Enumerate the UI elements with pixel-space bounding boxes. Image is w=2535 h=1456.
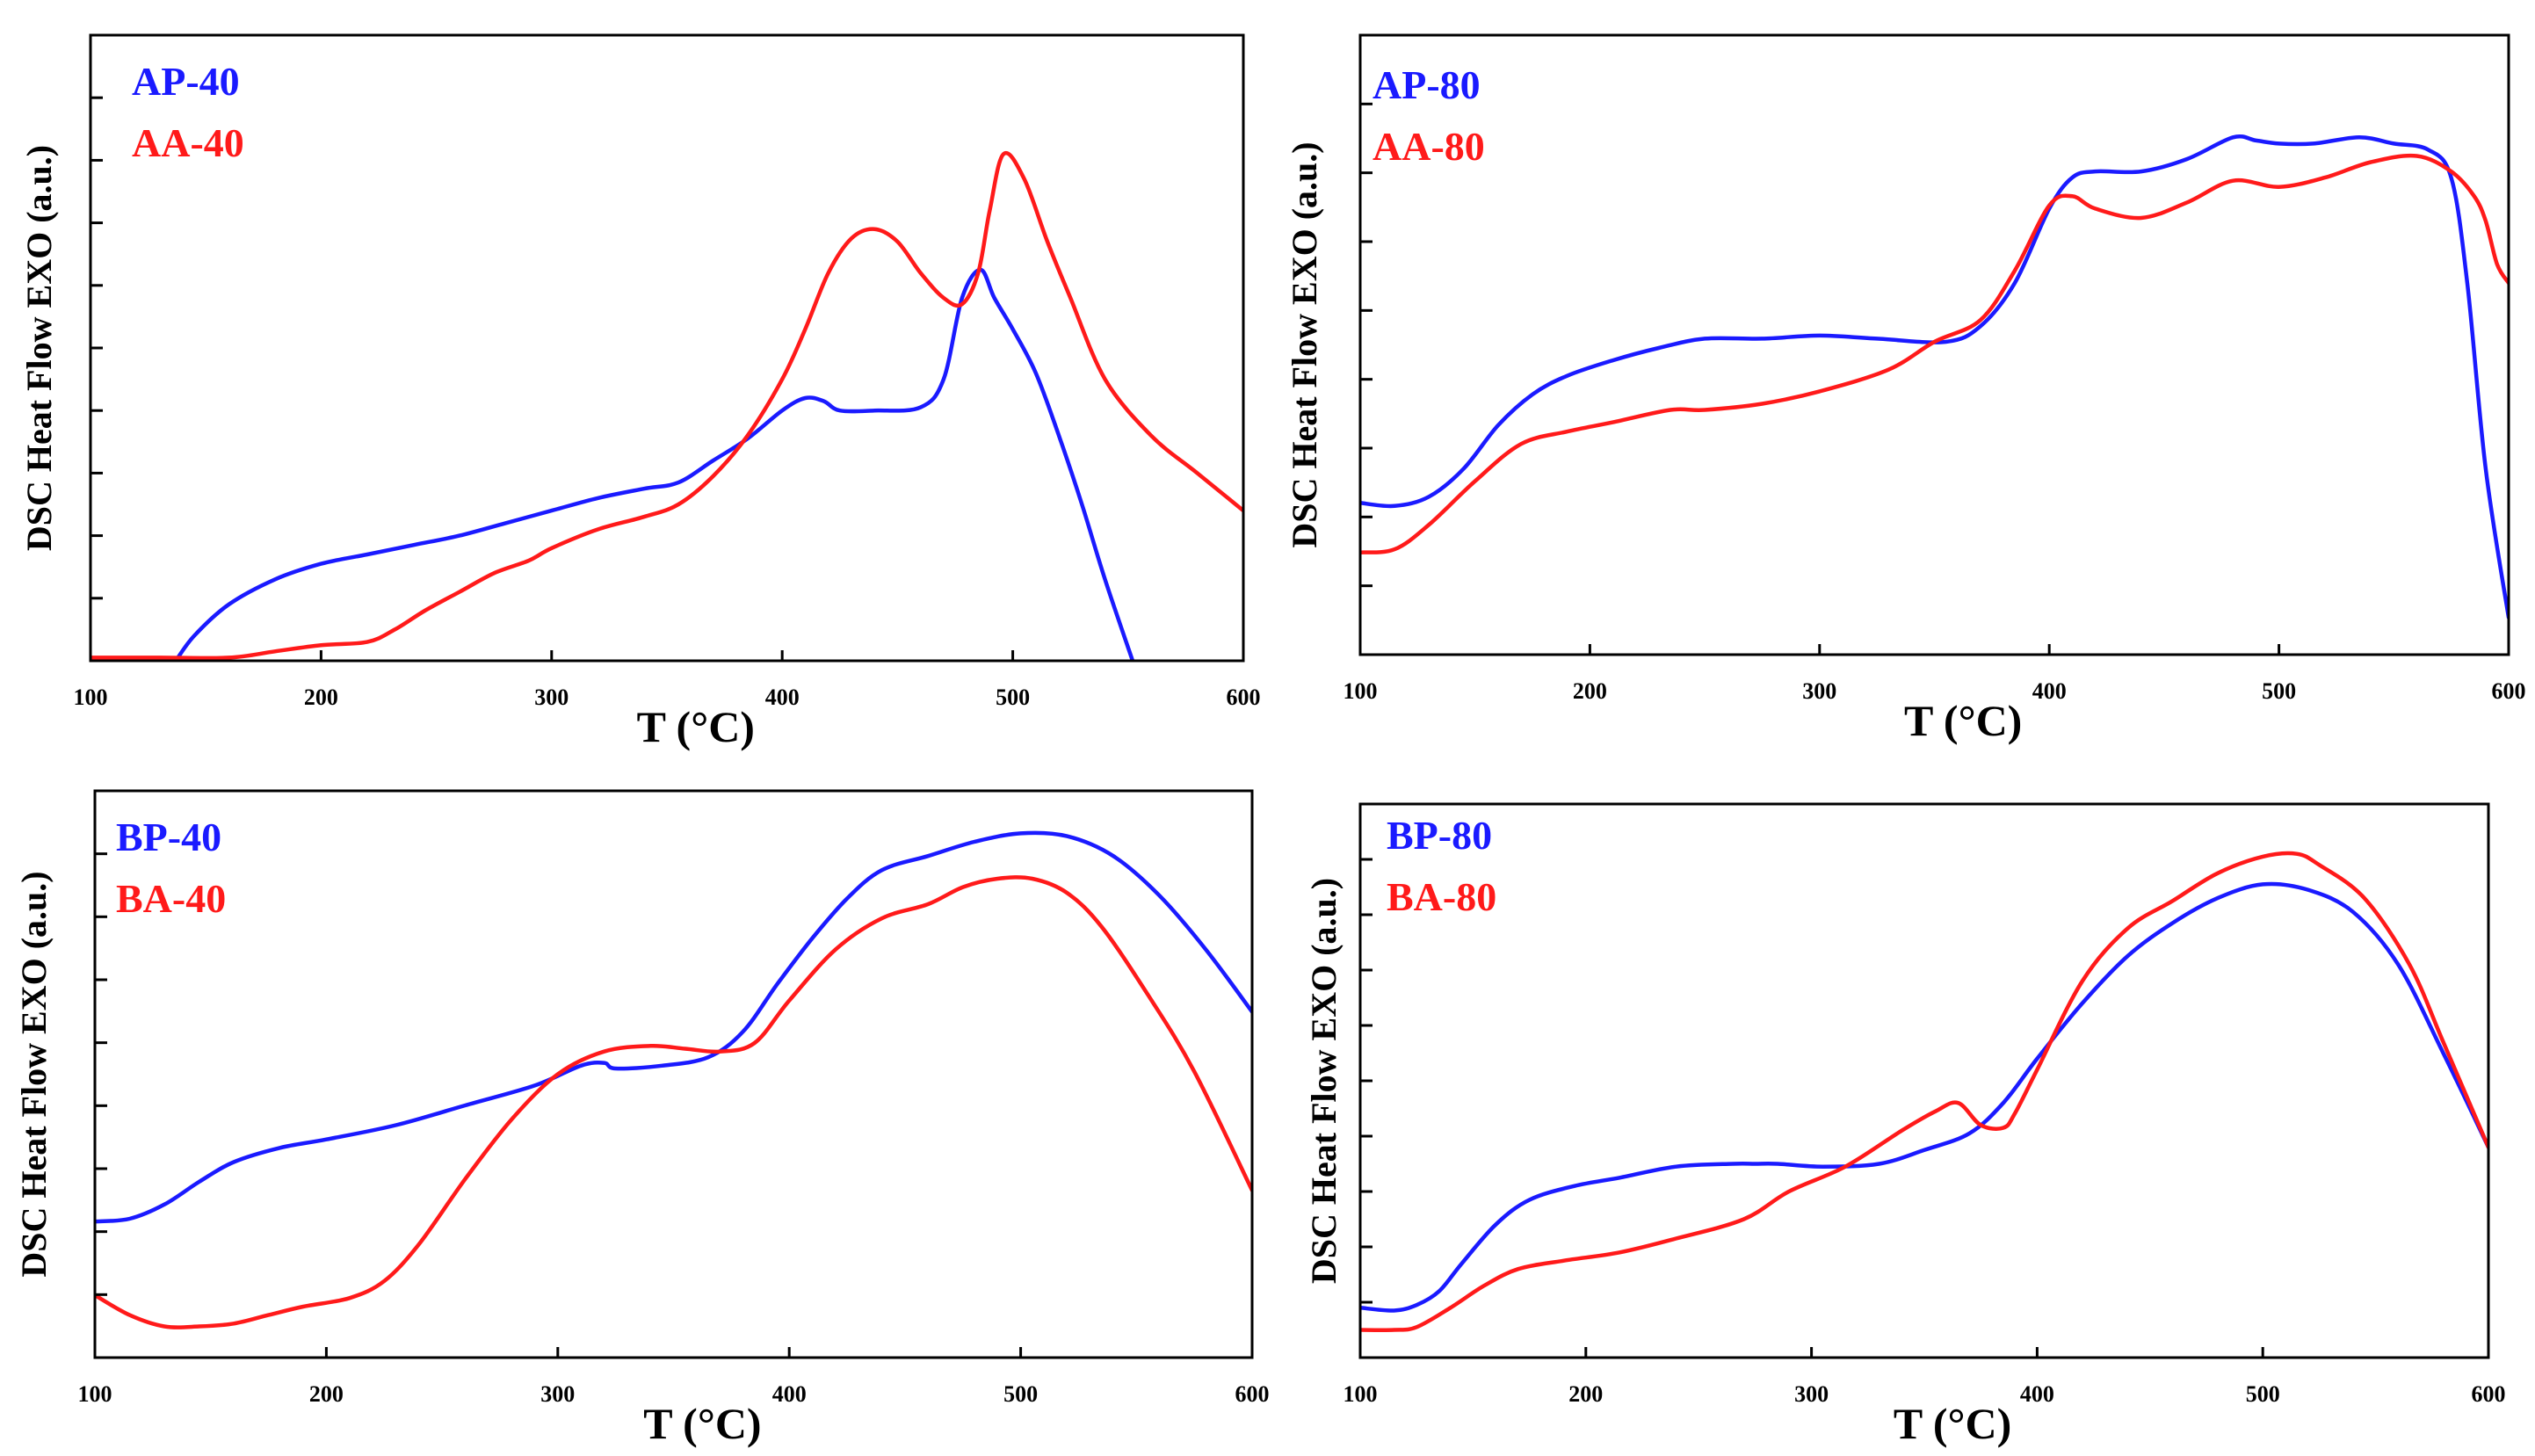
x-tick-label: 300 [1794, 1381, 1829, 1407]
legend-label-ap-80: AP-80 [1373, 62, 1481, 107]
series-line-aa-80 [1360, 153, 2509, 554]
plot-frame [89, 33, 1245, 663]
x-tick-label: 500 [1003, 1381, 1038, 1407]
chart-panel-1: 100 200 300 400 500 600 T (°C) DSC Heat Flow EX… [19, 33, 1261, 751]
legend-label-ap-40: AP-40 [132, 59, 240, 104]
x-tick-label: 600 [1227, 685, 1261, 710]
x-axis-label: T (°C) [643, 1399, 761, 1448]
legend-label-bp-40: BP-40 [116, 815, 221, 859]
y-axis-label: DSC Heat Flow EXO (a.u.) [14, 871, 54, 1277]
x-tick-label: 300 [1802, 678, 1836, 704]
series-line-ba-80 [1360, 851, 2488, 1332]
legend-label-ba-40: BA-40 [116, 876, 226, 921]
x-tick-label: 200 [304, 685, 338, 710]
y-axis-label: DSC Heat Flow EXO (a.u.) [1285, 141, 1324, 547]
plot-frame [1358, 802, 2490, 1359]
x-tick-label: 300 [540, 1381, 575, 1407]
x-tick-label: 200 [309, 1381, 344, 1407]
x-axis-label: T (°C) [1894, 1399, 2011, 1448]
x-tick-label: 500 [2262, 678, 2296, 704]
legend-label-aa-80: AA-80 [1373, 124, 1485, 169]
series-line-bp-40 [95, 830, 1252, 1224]
x-tick-label: 400 [765, 685, 800, 710]
x-axis-label: T (°C) [637, 702, 755, 751]
plot-frame [93, 789, 1254, 1359]
x-tick-label: 100 [78, 1381, 112, 1407]
x-tick-label: 100 [1344, 1381, 1378, 1407]
legend-label-aa-40: AA-40 [132, 120, 244, 165]
x-tick-label: 600 [2472, 1381, 2506, 1407]
legend-label-ba-80: BA-80 [1387, 874, 1496, 919]
series-line-bp-80 [1360, 881, 2488, 1313]
x-tick-label: 200 [1568, 1381, 1603, 1407]
y-axis-label: DSC Heat Flow EXO (a.u.) [19, 145, 59, 551]
x-tick-label: 300 [534, 685, 569, 710]
y-axis-label: DSC Heat Flow EXO (a.u.) [1304, 878, 1344, 1284]
x-tick-label: 500 [996, 685, 1030, 710]
series-line-aa-40 [91, 150, 1243, 661]
series-line-ba-40 [95, 875, 1252, 1329]
legend-label-bp-80: BP-80 [1387, 813, 1492, 858]
x-tick-label: 400 [2020, 1381, 2054, 1407]
series-line-ap-80 [1360, 134, 2509, 619]
x-tick-label: 600 [2492, 678, 2526, 704]
plot-frame [1358, 33, 2510, 656]
x-tick-label: 100 [1344, 678, 1378, 704]
x-axis-label: T (°C) [1904, 696, 2022, 745]
x-tick-label: 400 [2032, 678, 2067, 704]
x-tick-label: 600 [1235, 1381, 1270, 1407]
chart-panel-2: 100 200 300 400 500 600 T (°C) DSC Heat Flow EX… [1285, 33, 2526, 745]
x-tick-label: 500 [2246, 1381, 2280, 1407]
x-tick-label: 200 [1573, 678, 1607, 704]
x-tick-label: 100 [74, 685, 108, 710]
x-tick-label: 400 [772, 1381, 807, 1407]
chart-panel-4: 100 200 300 400 500 600 T (°C) DSC Heat Flow EX… [1304, 802, 2506, 1448]
series-line-ap-40 [173, 267, 1135, 661]
chart-panel-3: 100 200 300 400 500 600 T (°C) DSC Heat Flow EX… [14, 789, 1270, 1448]
